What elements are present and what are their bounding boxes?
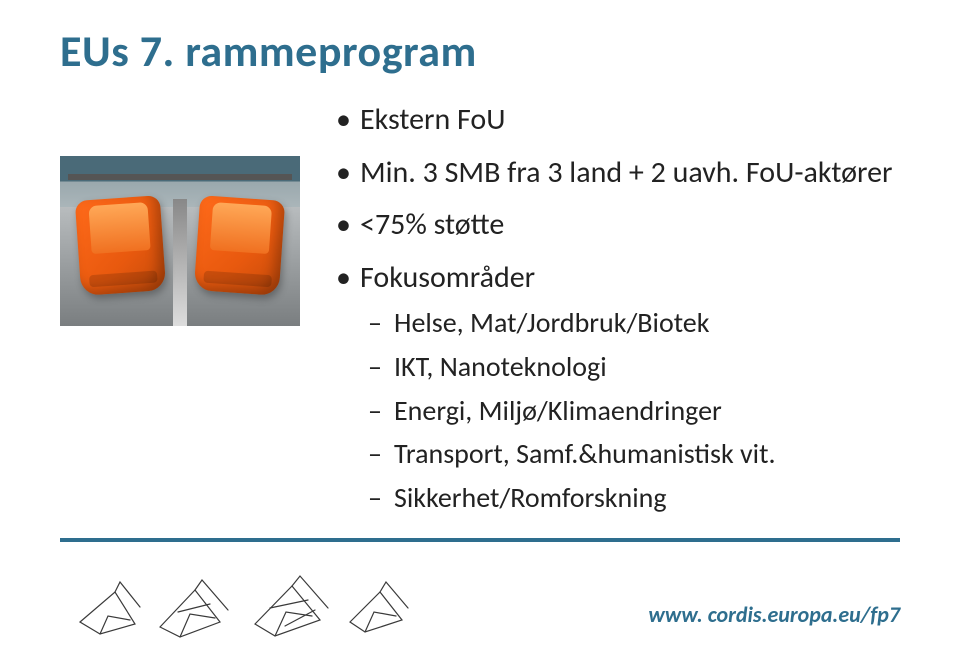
bullet-text: Min. 3 SMB fra 3 land + 2 uavh. FoU-aktø… — [360, 154, 892, 191]
sub-bullet-text: IKT, Nanoteknologi — [394, 349, 607, 384]
footer-link[interactable]: www. cordis.europa.eu/fp7 — [648, 601, 900, 628]
bullet-text: <75% støtte — [360, 206, 504, 243]
sub-list-item: Energi, Miljø/Klimaendringer — [360, 392, 900, 430]
footer: www. cordis.europa.eu/fp7 — [0, 522, 960, 612]
sub-bullet-text: Helse, Mat/Jordbruk/Biotek — [394, 305, 709, 340]
list-item: Fokusområder Helse, Mat/Jordbruk/Biotek … — [330, 258, 900, 517]
bullet-list: Ekstern FoU Min. 3 SMB fra 3 land + 2 ua… — [330, 100, 900, 517]
text-column: Ekstern FoU Min. 3 SMB fra 3 land + 2 ua… — [330, 96, 900, 529]
sub-bullet-text: Sikkerhet/Romforskning — [394, 480, 667, 515]
list-item: Ekstern FoU — [330, 100, 900, 141]
slide: EUs 7. rammeprogram Ekstern FoU Min. 3 S… — [0, 0, 960, 650]
page-title: EUs 7. rammeprogram — [60, 24, 900, 78]
sub-list-item: Helse, Mat/Jordbruk/Biotek — [360, 304, 900, 342]
bullet-text: Fokusområder — [360, 259, 535, 296]
list-item: Min. 3 SMB fra 3 land + 2 uavh. FoU-aktø… — [330, 153, 900, 194]
sub-list-item: Sikkerhet/Romforskning — [360, 479, 900, 517]
image-column — [60, 156, 300, 326]
decorative-sketch-icon — [60, 552, 420, 644]
list-item: <75% støtte — [330, 205, 900, 246]
lifeboat-photo — [60, 156, 300, 326]
sub-bullet-text: Energi, Miljø/Klimaendringer — [394, 393, 722, 428]
divider-line — [60, 538, 900, 542]
bullet-text: Ekstern FoU — [360, 101, 506, 138]
content-row: Ekstern FoU Min. 3 SMB fra 3 land + 2 ua… — [60, 96, 900, 529]
sub-list-item: IKT, Nanoteknologi — [360, 348, 900, 386]
sub-bullet-list: Helse, Mat/Jordbruk/Biotek IKT, Nanotekn… — [360, 304, 900, 517]
sub-bullet-text: Transport, Samf.&humanistisk vit. — [394, 436, 776, 471]
sub-list-item: Transport, Samf.&humanistisk vit. — [360, 435, 900, 473]
